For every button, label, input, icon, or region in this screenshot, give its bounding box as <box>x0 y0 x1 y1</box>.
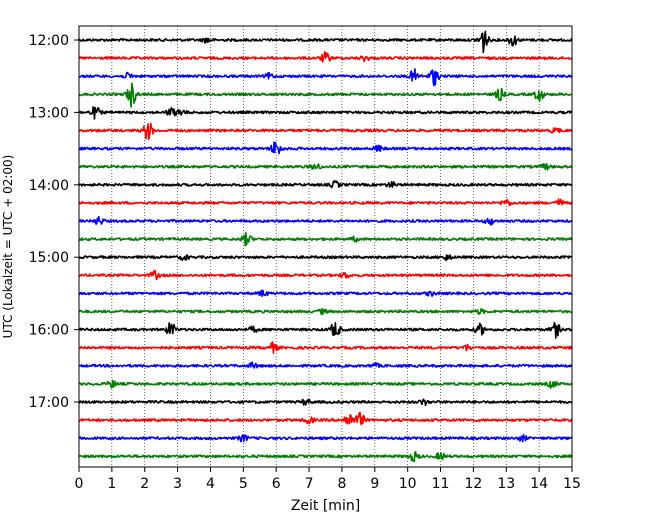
y-tick-label: 16:00 <box>29 323 69 339</box>
x-axis-label: Zeit [min] <box>291 498 360 514</box>
seismic-trace-1515 <box>78 269 573 281</box>
seismic-trace-1415 <box>78 198 573 207</box>
seismic-trace-1215 <box>78 51 573 63</box>
seismic-trace-1315 <box>78 122 573 140</box>
seismic-trace-1445 <box>78 231 573 247</box>
traces <box>78 30 573 463</box>
x-tick-label: 13 <box>497 476 515 492</box>
seismic-trace-1300 <box>78 106 573 120</box>
y-tick-label: 14:00 <box>29 178 69 194</box>
x-tick-label: 6 <box>272 476 281 492</box>
x-tick-label: 3 <box>173 476 182 492</box>
x-tick-label: 11 <box>432 476 450 492</box>
x-tick-label: 15 <box>563 476 581 492</box>
x-tick-label: 7 <box>305 476 314 492</box>
seismic-trace-1230 <box>78 68 573 87</box>
seismic-trace-1430 <box>78 215 573 226</box>
y-axis: 12:00 13:00 14:00 15:00 16:00 17:00 <box>29 33 79 411</box>
seismic-trace-1245 <box>78 82 573 108</box>
seismic-trace-1600 <box>78 321 573 339</box>
seismic-trace-1345 <box>78 162 573 171</box>
x-tick-label: 14 <box>530 476 548 492</box>
seismic-trace-1745 <box>78 450 573 463</box>
seismic-trace-1530 <box>78 289 573 298</box>
seismic-trace-1715 <box>78 411 573 426</box>
y-axis-label: UTC (Lokalzeit = UTC + 02:00) <box>1 155 15 339</box>
seismic-trace-1545 <box>78 307 573 316</box>
seismic-trace-1400 <box>78 179 573 189</box>
seismic-trace-1200 <box>78 30 573 54</box>
seismic-trace-1730 <box>78 433 573 443</box>
x-tick-label: 10 <box>399 476 417 492</box>
x-tick-label: 5 <box>239 476 248 492</box>
y-tick-label: 12:00 <box>29 33 69 49</box>
x-tick-label: 9 <box>370 476 379 492</box>
x-axis: 0 1 2 3 4 5 6 7 8 9 10 11 12 13 14 15 <box>75 467 581 492</box>
y-tick-label: 17:00 <box>29 395 69 411</box>
plot-frame <box>78 25 573 468</box>
seismic-trace-1330 <box>78 141 573 155</box>
seismic-trace-1700 <box>78 398 573 407</box>
x-tick-label: 1 <box>107 476 116 492</box>
seismic-trace-1500 <box>78 254 573 262</box>
seismic-trace-1615 <box>78 341 573 354</box>
x-tick-label: 2 <box>140 476 149 492</box>
seismic-trace-1645 <box>78 379 573 389</box>
x-tick-label: 8 <box>337 476 346 492</box>
y-tick-label: 15:00 <box>29 250 69 266</box>
y-tick-label: 13:00 <box>29 105 69 121</box>
x-tick-label: 4 <box>206 476 215 492</box>
x-tick-label: 0 <box>75 476 84 492</box>
x-tick-label: 12 <box>464 476 482 492</box>
seismic-trace-1630 <box>78 361 573 369</box>
